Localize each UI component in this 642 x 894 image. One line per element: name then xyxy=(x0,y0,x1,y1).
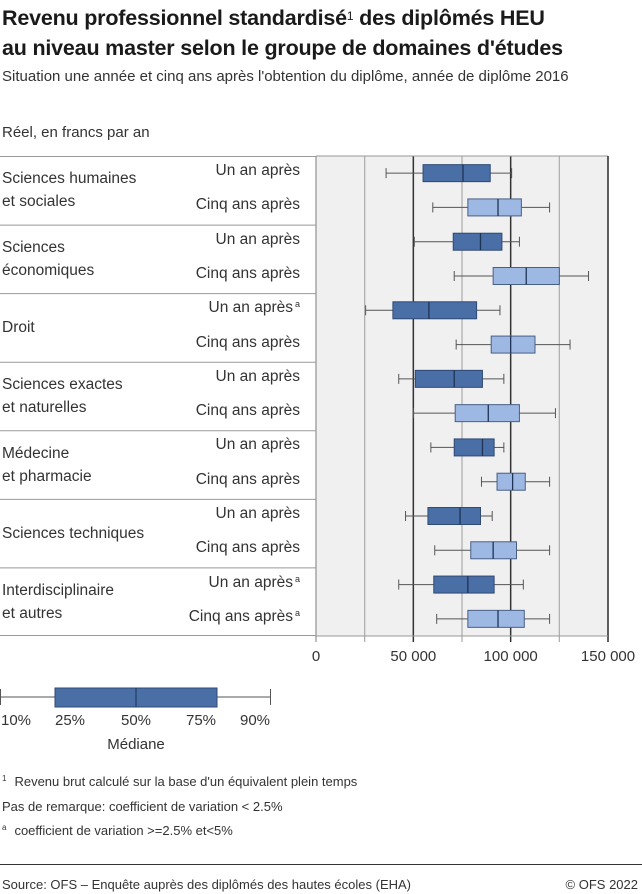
footnote-a: a coefficient de variation >=2.5% et<5% xyxy=(2,823,233,838)
group-label-line: et sociales xyxy=(2,193,76,211)
box-iqr xyxy=(422,164,491,183)
legend-p50: 50% xyxy=(120,712,152,729)
group-label-line: Interdisciplinaire xyxy=(2,581,114,599)
legend-median-label: Médiane xyxy=(107,736,165,753)
x-tick-label: 150 000 xyxy=(580,648,636,665)
box-iqr xyxy=(454,404,520,423)
group-label-line: et autres xyxy=(2,604,63,622)
group-label-line: Médecine xyxy=(2,444,70,462)
row-label: Un an après xyxy=(216,436,300,454)
row-label: Cinq ans après xyxy=(196,265,300,283)
row-label-text: Un an après xyxy=(215,436,300,454)
unit-label: Réel, en francs par an xyxy=(2,124,150,141)
row-label-text: Un an après xyxy=(215,230,300,248)
group-label: Sciences humaines et sociales xyxy=(2,167,136,213)
row-label-text: Un an après xyxy=(215,367,300,385)
x-tick-label: 50 000 xyxy=(390,648,437,665)
footer-divider xyxy=(0,864,642,865)
row-label-text: Cinq ans après xyxy=(195,196,300,214)
row-label: Un an après xyxy=(216,231,300,249)
footnote-no-remark: Pas de remarque: coefficient de variatio… xyxy=(2,799,283,814)
title-line1-rest: des diplômés HEU xyxy=(353,6,545,30)
box-iqr xyxy=(433,575,495,594)
group-label: Sciences exactes et naturelles xyxy=(2,373,123,419)
group-label: Interdisciplinaire et autres xyxy=(2,579,114,625)
footnote-a-mark: a xyxy=(2,823,7,832)
title-line2: au niveau master selon le groupe de doma… xyxy=(2,36,563,60)
chart-title: Revenu professionnel standardisé1 des di… xyxy=(2,3,642,63)
group-label-line: économiques xyxy=(2,261,95,279)
title-line1: Revenu professionnel standardisé xyxy=(2,6,347,30)
box-iqr xyxy=(452,232,503,251)
group-label-line: Droit xyxy=(2,318,35,336)
row-label-text: Un an après xyxy=(208,573,293,591)
group-label-line: Sciences humaines xyxy=(2,170,137,188)
footnote-1: 1 Revenu brut calculé sur la base d'un éq… xyxy=(2,774,357,789)
group-label-line: et pharmacie xyxy=(2,467,92,485)
chart-subtitle: Situation une année et cinq ans après l'… xyxy=(2,68,569,85)
row-label: Cinq ans après xyxy=(196,471,300,489)
legend-p75: 75% xyxy=(185,712,217,729)
row-label: Cinq ans après xyxy=(196,196,300,214)
group-label: Droit xyxy=(2,316,35,339)
legend-p90: 90% xyxy=(239,712,271,729)
copyright-text: © OFS 2022 xyxy=(565,877,638,892)
row-label: Un an après xyxy=(216,162,300,180)
x-tick-label: 100 000 xyxy=(483,648,538,665)
footnote-a-text: coefficient de variation >=2.5% et<5% xyxy=(14,823,233,838)
box-iqr xyxy=(427,507,481,525)
row-label: Cinq ans après a xyxy=(189,608,300,626)
row-label-text: Cinq ans après xyxy=(195,539,300,557)
group-label: Médecine et pharmacie xyxy=(2,442,92,488)
box-iqr xyxy=(414,369,483,388)
row-label: Cinq ans après xyxy=(196,402,300,420)
x-tick-label: 0 xyxy=(311,648,321,665)
group-label: Sciences économiques xyxy=(2,236,94,282)
source-text: Source: OFS – Enquête auprès des diplômé… xyxy=(2,877,411,892)
box-iqr xyxy=(453,438,495,457)
box-iqr xyxy=(392,301,478,320)
row-label-text: Cinq ans après xyxy=(195,333,300,351)
group-label-line: et naturelles xyxy=(2,399,87,416)
group-label-line: Sciences techniques xyxy=(2,524,145,542)
row-note-mark: a xyxy=(294,573,300,584)
row-label: Cinq ans après xyxy=(196,539,300,557)
legend-box xyxy=(0,687,271,708)
box-iqr xyxy=(496,472,526,491)
group-label-line: Sciences xyxy=(2,238,65,256)
row-label: Cinq ans après xyxy=(196,334,300,352)
row-label-text: Cinq ans après xyxy=(195,265,300,282)
footnote-1-text: Revenu brut calculé sur la base d'un équ… xyxy=(14,774,358,789)
box-iqr xyxy=(490,335,536,354)
row-label-text: Un an après xyxy=(208,299,293,317)
row-label: Un an après a xyxy=(209,299,300,317)
row-note-mark: a xyxy=(294,299,300,310)
row-label-text: Cinq ans après xyxy=(195,402,300,420)
row-label-text: Un an après xyxy=(215,162,300,180)
row-label: Un an après a xyxy=(209,574,300,592)
row-label-text: Cinq ans après xyxy=(195,470,300,488)
row-label: Un an après xyxy=(216,505,300,523)
legend-p25: 25% xyxy=(54,712,86,729)
box-iqr xyxy=(467,609,525,628)
row-note-mark: a xyxy=(294,607,300,618)
group-label: Sciences techniques xyxy=(2,522,144,545)
box-iqr xyxy=(467,198,522,217)
row-label-text: Un an après xyxy=(215,505,300,522)
footnote-1-mark: 1 xyxy=(2,774,7,783)
row-label-text: Cinq ans après xyxy=(188,607,293,625)
row-label: Un an après xyxy=(216,368,300,386)
title-footnote-mark: 1 xyxy=(346,9,354,23)
legend-p10: 10% xyxy=(0,712,32,729)
group-label-line: Sciences exactes xyxy=(2,376,123,393)
